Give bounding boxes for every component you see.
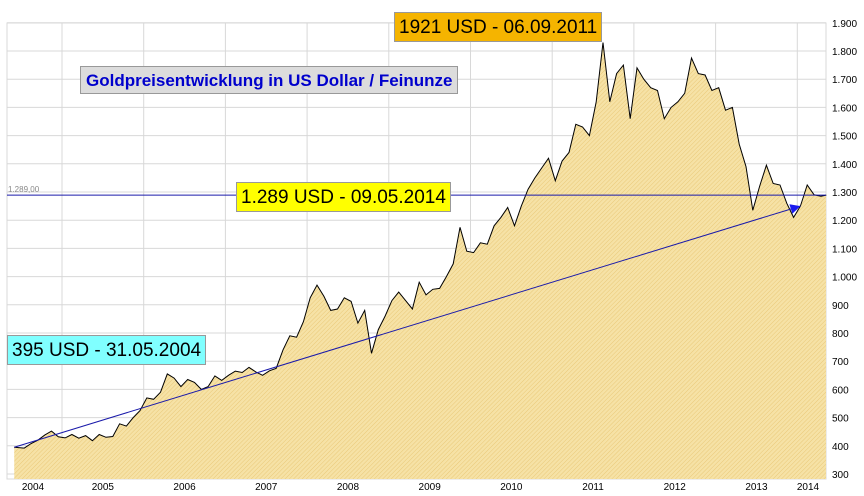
x-tick-label: 2013 [745, 482, 768, 493]
x-tick-label: 2008 [337, 482, 360, 493]
y-tick-label: 300 [832, 470, 849, 481]
y-tick-label: 1.000 [832, 273, 857, 284]
y-tick-label: 800 [832, 329, 849, 340]
y-tick-label: 700 [832, 357, 849, 368]
chart-title: Goldpreisentwicklung in US Dollar / Fein… [80, 66, 458, 94]
y-tick-label: 1.400 [832, 160, 857, 171]
y-tick-label: 1.900 [832, 19, 857, 30]
price-area [14, 42, 827, 479]
y-tick-label: 500 [832, 414, 849, 425]
start-annotation: 395 USD - 31.05.2004 [7, 335, 207, 365]
y-tick-label: 1.100 [832, 244, 857, 255]
peak-annotation: 1921 USD - 06.09.2011 [394, 12, 603, 42]
x-axis: 2004 2005 2006 2007 2008 2009 2010 2011 2012 2013… [22, 482, 820, 493]
x-tick-label: 2009 [419, 482, 442, 493]
y-tick-label: 1.700 [832, 75, 857, 86]
y-tick-label: 1.500 [832, 132, 857, 143]
y-tick-label: 600 [832, 385, 849, 396]
x-tick-label: 2012 [664, 482, 687, 493]
trendline [14, 205, 801, 448]
current-annotation: 1.289 USD - 09.05.2014 [236, 182, 451, 212]
x-tick-label: 2006 [173, 482, 196, 493]
y-axis: 300 400 500 600 700 800 900 1.000 1.100 1.200 1.30… [832, 19, 857, 481]
y-tick-label: 1.300 [832, 188, 857, 199]
area-fill [14, 42, 827, 479]
y-tick-label: 1.200 [832, 216, 857, 227]
y-tick-label: 1.600 [832, 103, 857, 114]
hline-value-label: 1.289,00 [8, 185, 40, 194]
y-tick-label: 900 [832, 301, 849, 312]
x-tick-label: 2004 [22, 482, 45, 493]
x-tick-label: 2014 [797, 482, 820, 493]
x-tick-label: 2005 [92, 482, 115, 493]
x-tick-label: 2011 [582, 482, 604, 493]
x-tick-label: 2010 [500, 482, 523, 493]
y-tick-label: 1.800 [832, 47, 857, 58]
price-line [14, 42, 827, 449]
trendline-arrowhead [789, 204, 801, 214]
y-tick-label: 400 [832, 442, 849, 453]
x-tick-label: 2007 [255, 482, 278, 493]
